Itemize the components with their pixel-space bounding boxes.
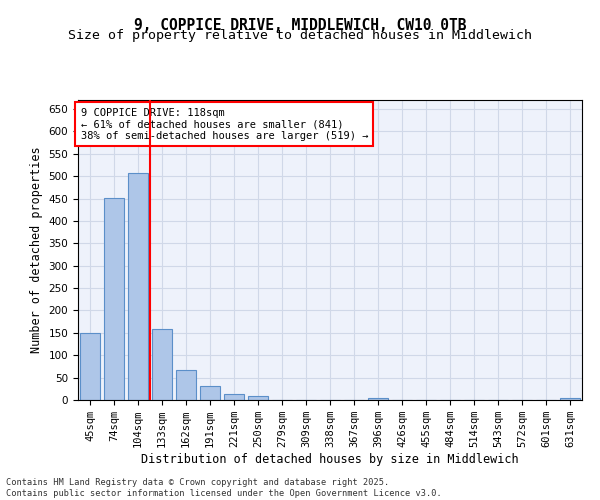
Bar: [152, 330, 172, 400]
X-axis label: Distribution of detached houses by size in Middlewich: Distribution of detached houses by size …: [141, 453, 519, 466]
Bar: [80, 333, 100, 400]
Text: 9 COPPICE DRIVE: 118sqm
← 61% of detached houses are smaller (841)
38% of semi-d: 9 COPPICE DRIVE: 118sqm ← 61% of detache…: [80, 108, 368, 140]
Text: 9, COPPICE DRIVE, MIDDLEWICH, CW10 0TB: 9, COPPICE DRIVE, MIDDLEWICH, CW10 0TB: [134, 18, 466, 32]
Y-axis label: Number of detached properties: Number of detached properties: [30, 146, 43, 354]
Bar: [176, 370, 196, 400]
Bar: [368, 398, 388, 400]
Bar: [128, 173, 148, 400]
Text: Size of property relative to detached houses in Middlewich: Size of property relative to detached ho…: [68, 29, 532, 42]
Text: Contains HM Land Registry data © Crown copyright and database right 2025.
Contai: Contains HM Land Registry data © Crown c…: [6, 478, 442, 498]
Bar: [224, 394, 244, 400]
Bar: [200, 386, 220, 400]
Bar: [560, 398, 580, 400]
Bar: [248, 396, 268, 400]
Bar: [104, 198, 124, 400]
